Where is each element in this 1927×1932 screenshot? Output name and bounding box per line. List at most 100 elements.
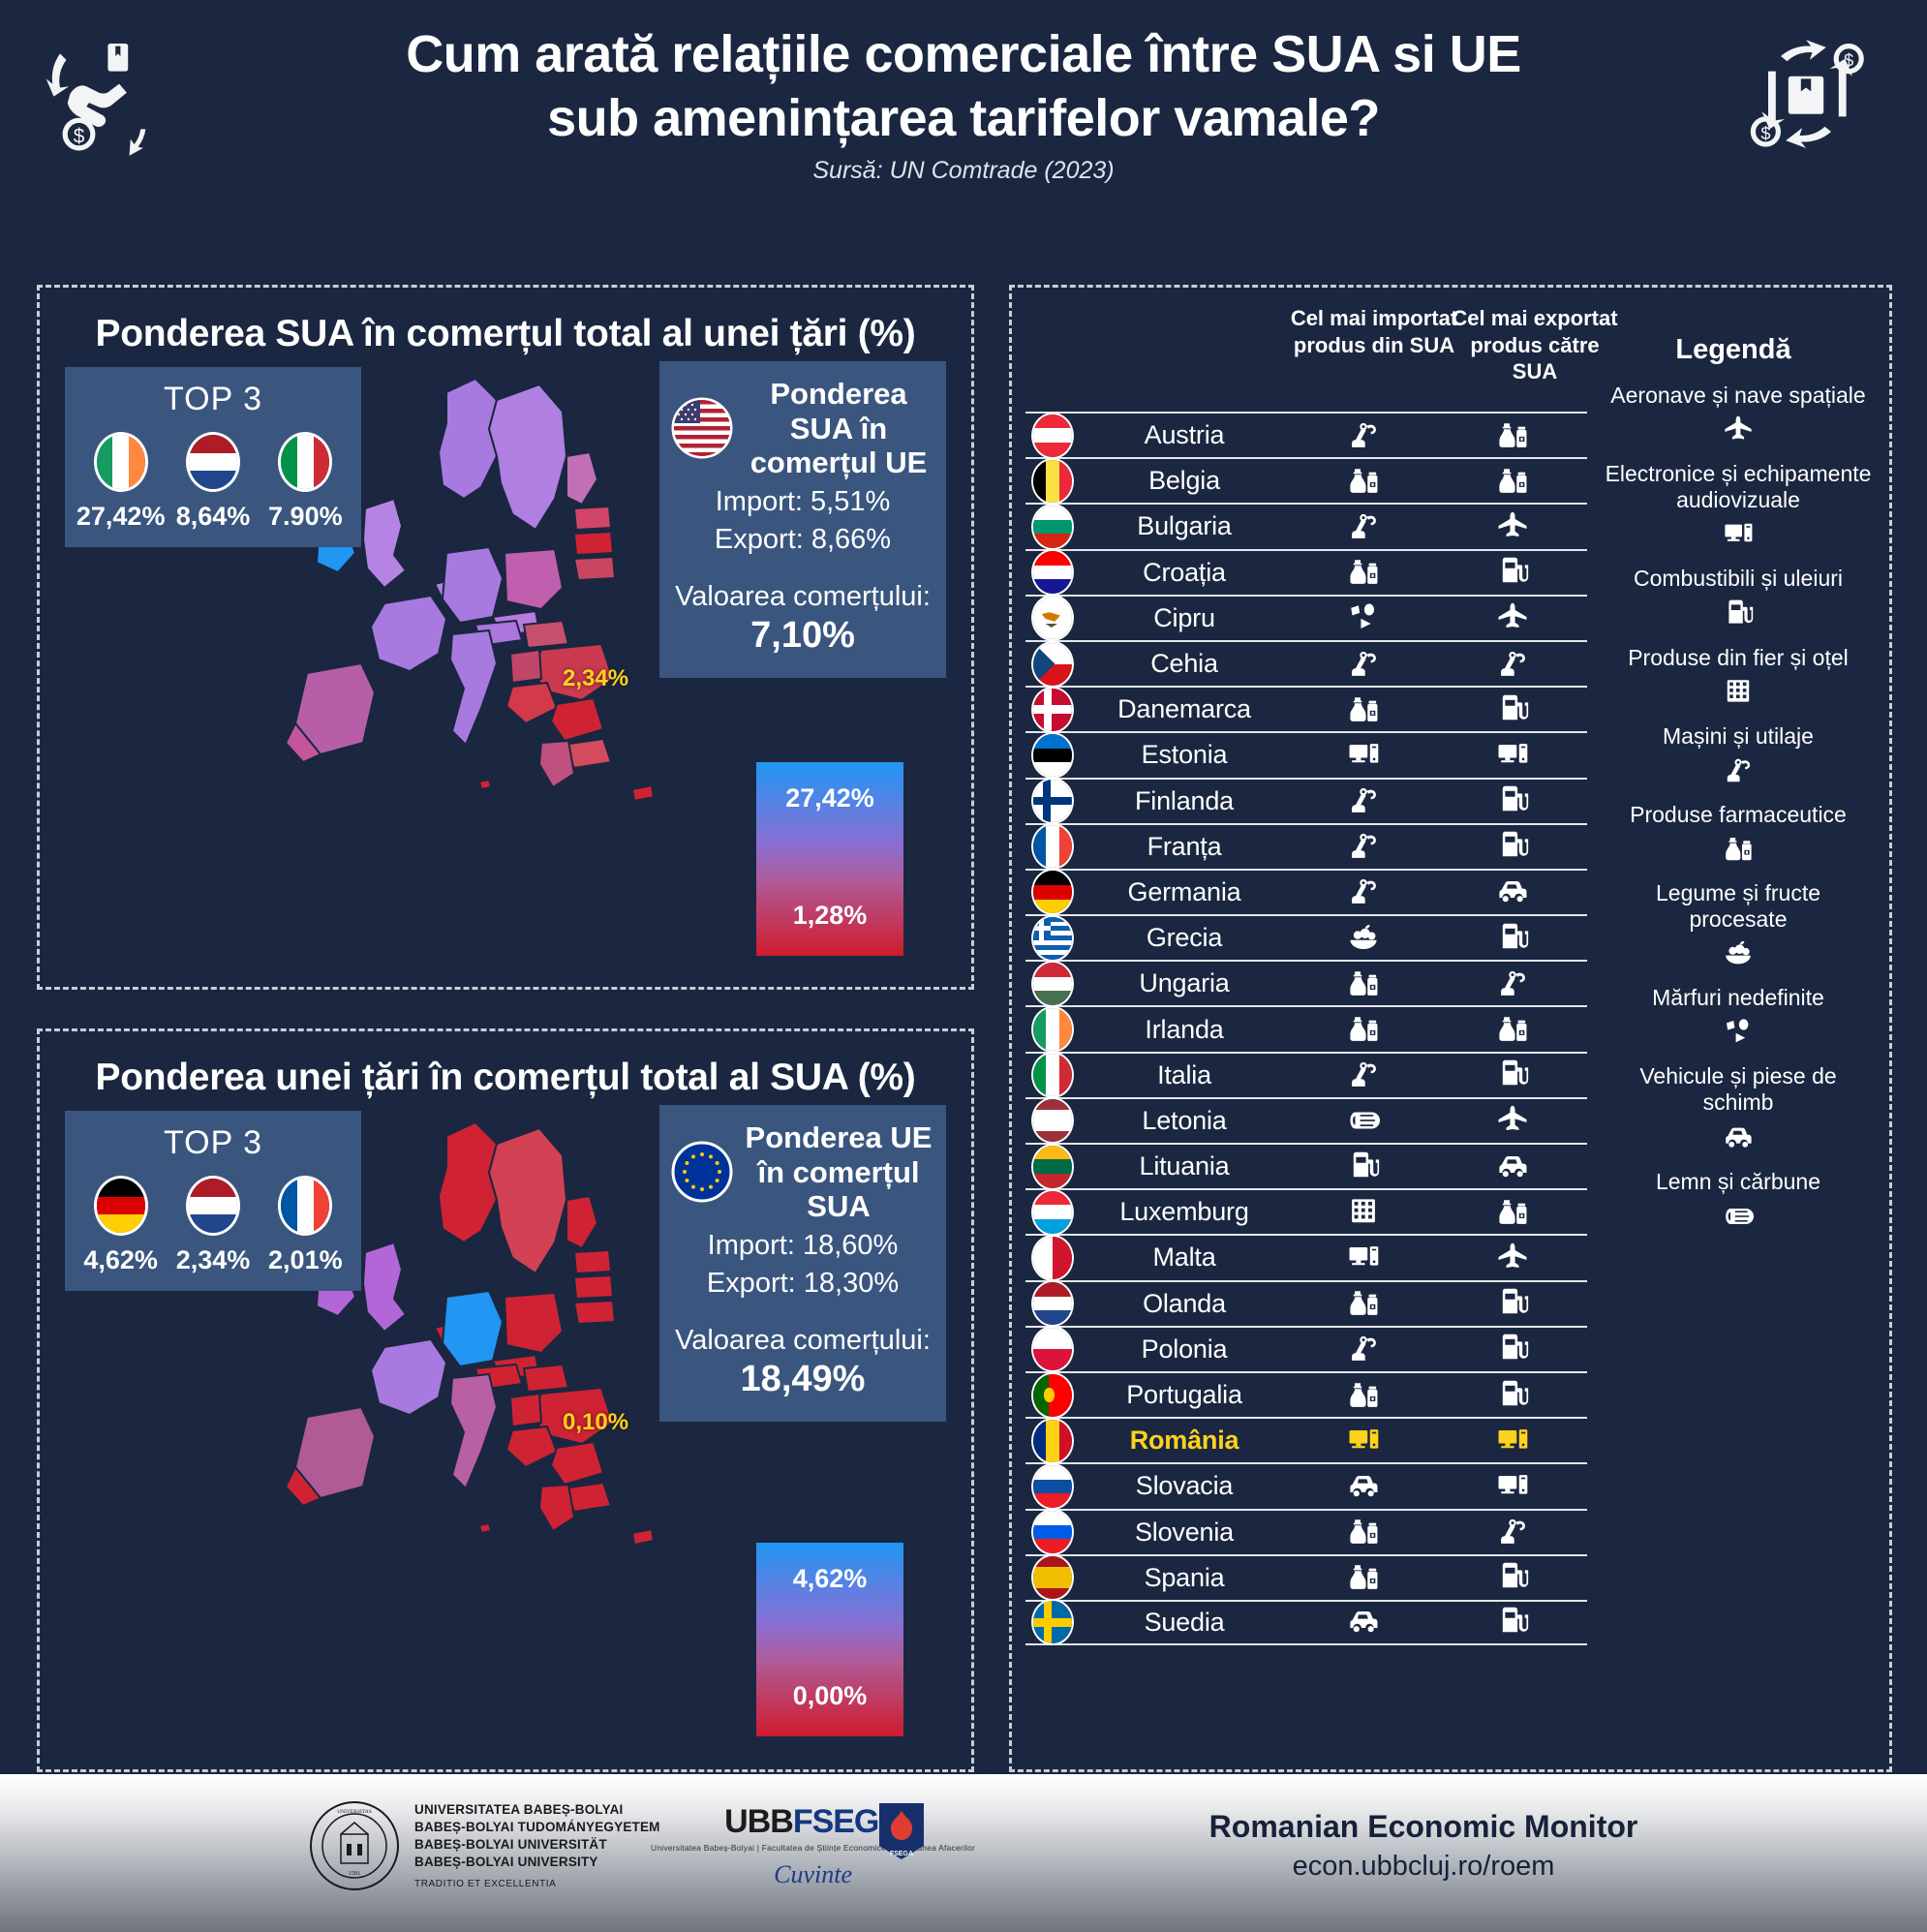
country-flag-cell bbox=[1025, 457, 1080, 505]
info-header: Ponderea SUA în comerțul UE bbox=[671, 377, 934, 480]
table-row[interactable]: Slovacia bbox=[1025, 1462, 1587, 1510]
header: $ Cum arată relațiile comerciale între S… bbox=[0, 0, 1927, 225]
country-name: Austria bbox=[1144, 420, 1225, 450]
top3-value-2: 2,34% bbox=[175, 1245, 251, 1274]
table-row[interactable]: Malta bbox=[1025, 1234, 1587, 1281]
country-flag-cell bbox=[1025, 1509, 1080, 1556]
country-flag-cell bbox=[1025, 412, 1080, 459]
legend-item-label: Aeronave și nave spațiale bbox=[1610, 383, 1866, 408]
country-flag-cell bbox=[1025, 1326, 1080, 1373]
import-product-wood-icon bbox=[1289, 1104, 1438, 1137]
flag-es bbox=[1031, 1554, 1074, 1602]
table-row[interactable]: Ungaria bbox=[1025, 960, 1587, 1007]
machinery-icon bbox=[1605, 753, 1872, 788]
table-column-headers: Cel mai importat produs din SUA Cel mai … bbox=[1012, 305, 1889, 421]
country-flag-cell bbox=[1025, 1006, 1080, 1054]
table-row[interactable]: Danemarca bbox=[1025, 686, 1587, 733]
table-row[interactable]: Cehia bbox=[1025, 639, 1587, 688]
romania-value-label-share-us: 2,34% bbox=[563, 665, 629, 691]
table-row[interactable]: Cipru bbox=[1025, 594, 1587, 642]
table-row[interactable]: Olanda bbox=[1025, 1279, 1587, 1328]
flag-fi bbox=[1031, 778, 1074, 825]
flag-gr bbox=[1031, 914, 1074, 962]
export-product-pharma-icon bbox=[1438, 419, 1587, 452]
top3-value-3: 2,01% bbox=[268, 1245, 343, 1274]
table-row[interactable]: Franța bbox=[1025, 822, 1587, 871]
import-product-iron-icon bbox=[1289, 1196, 1438, 1229]
roem-url[interactable]: econ.ubbcluj.ro/roem bbox=[1292, 1851, 1555, 1882]
country-name: Slovacia bbox=[1135, 1471, 1234, 1501]
flag-hu bbox=[1031, 960, 1074, 1007]
table-row[interactable]: Spania bbox=[1025, 1553, 1587, 1602]
import-product-machinery-icon bbox=[1289, 875, 1438, 908]
eu-flag-icon bbox=[671, 1141, 733, 1203]
import-product-fuel-icon bbox=[1289, 1150, 1438, 1183]
country-name: Malta bbox=[1152, 1242, 1216, 1273]
panel-products: Cel mai importat produs din SUA Cel mai … bbox=[1009, 285, 1892, 1772]
table-row[interactable]: Italia bbox=[1025, 1051, 1587, 1099]
export-product-aircraft-icon bbox=[1438, 1242, 1587, 1274]
table-row[interactable]: Germania bbox=[1025, 868, 1587, 916]
handshake-delivery-icon: $ bbox=[35, 31, 161, 157]
import-product-electronics-icon bbox=[1289, 739, 1438, 772]
export-product-fuel-icon bbox=[1438, 556, 1587, 589]
country-name: Ungaria bbox=[1139, 968, 1230, 998]
country-name: Germania bbox=[1127, 876, 1241, 906]
flag-ie bbox=[93, 432, 148, 492]
export-product-fuel-icon bbox=[1438, 693, 1587, 726]
flag-lt bbox=[1031, 1143, 1074, 1190]
table-row[interactable]: Portugalia bbox=[1025, 1370, 1587, 1419]
import-product-machinery-icon bbox=[1289, 419, 1438, 452]
legend-item-label: Electronice și echipamente audiovizuale bbox=[1605, 461, 1872, 513]
ubb-line-4: BABEȘ-BOLYAI UNIVERSITY bbox=[414, 1855, 598, 1870]
flag-be bbox=[1031, 457, 1074, 505]
table-row[interactable]: Austria bbox=[1025, 412, 1587, 459]
table-row[interactable]: Belgia bbox=[1025, 457, 1587, 505]
table-row[interactable]: Grecia bbox=[1025, 914, 1587, 962]
title-line-2: sub amenințarea tarifelor vamale? bbox=[547, 88, 1380, 147]
export-product-pharma-icon bbox=[1438, 1013, 1587, 1046]
table-row[interactable]: Suedia bbox=[1025, 1599, 1587, 1646]
country-name: Luxemburg bbox=[1119, 1197, 1249, 1227]
table-row[interactable]: Irlanda bbox=[1025, 1005, 1587, 1054]
export-product-fuel-icon bbox=[1438, 830, 1587, 863]
top3-label: TOP 3 bbox=[163, 381, 263, 417]
fsega-ubb: UBB bbox=[724, 1803, 794, 1840]
import-product-pharma-icon bbox=[1289, 693, 1438, 726]
export-product-electronics-icon bbox=[1438, 1470, 1587, 1503]
legend-item-label: Legume și fructe procesate bbox=[1655, 879, 1821, 932]
flag-pt bbox=[1031, 1371, 1074, 1419]
page-title: Cum arată relațiile comerciale între SUA… bbox=[0, 0, 1927, 151]
top3-value-2: 8,64% bbox=[175, 502, 251, 531]
info-title: Ponderea SUA în comerțul UE bbox=[749, 377, 928, 480]
ubb-logo-block: 1581 UNIVERSITAS UNIVERSITATEA BABEȘ-BOL… bbox=[308, 1799, 660, 1892]
export-product-fuel-icon bbox=[1438, 1606, 1587, 1639]
table-row[interactable]: România bbox=[1025, 1417, 1587, 1464]
export-product-pharma-icon bbox=[1438, 465, 1587, 498]
export-product-machinery-icon bbox=[1438, 1516, 1587, 1549]
products-table: Austria Belgia Bulgaria Croația Cipru Cehia Da… bbox=[1025, 412, 1587, 1646]
ubb-line-1: UNIVERSITATEA BABEȘ-BOLYAI bbox=[414, 1801, 624, 1817]
flag-ie bbox=[1031, 1006, 1074, 1054]
fsega-subtitle: Universitatea Babeș-Bolyai | Facultatea … bbox=[651, 1843, 976, 1853]
fsega-logo-block: UBB FSEGA Universitatea Babeș-Bolyai | Fa… bbox=[651, 1803, 975, 1889]
table-row[interactable]: Letonia bbox=[1025, 1096, 1587, 1145]
table-row[interactable]: Slovenia bbox=[1025, 1508, 1587, 1556]
flag-se bbox=[1031, 1599, 1074, 1646]
export-product-fuel-icon bbox=[1438, 784, 1587, 817]
table-row[interactable]: Estonia bbox=[1025, 731, 1587, 779]
table-row[interactable]: Polonia bbox=[1025, 1325, 1587, 1373]
country-name: Portugalia bbox=[1126, 1380, 1242, 1410]
table-row[interactable]: Finlanda bbox=[1025, 777, 1587, 825]
table-row[interactable]: Lituania bbox=[1025, 1143, 1587, 1190]
country-flag-cell bbox=[1025, 1188, 1080, 1236]
flag-de bbox=[1031, 869, 1074, 916]
legend-title: Legendă bbox=[1675, 334, 1791, 365]
legend-item-label: Produse farmaceutice bbox=[1630, 801, 1847, 827]
flag-nl bbox=[185, 432, 240, 492]
table-row[interactable]: Bulgaria bbox=[1025, 503, 1587, 550]
fsega-signature: Cuvinte bbox=[774, 1860, 852, 1888]
table-row[interactable]: Luxemburg bbox=[1025, 1188, 1587, 1236]
country-flag-cell bbox=[1025, 960, 1080, 1007]
table-row[interactable]: Croația bbox=[1025, 548, 1587, 597]
